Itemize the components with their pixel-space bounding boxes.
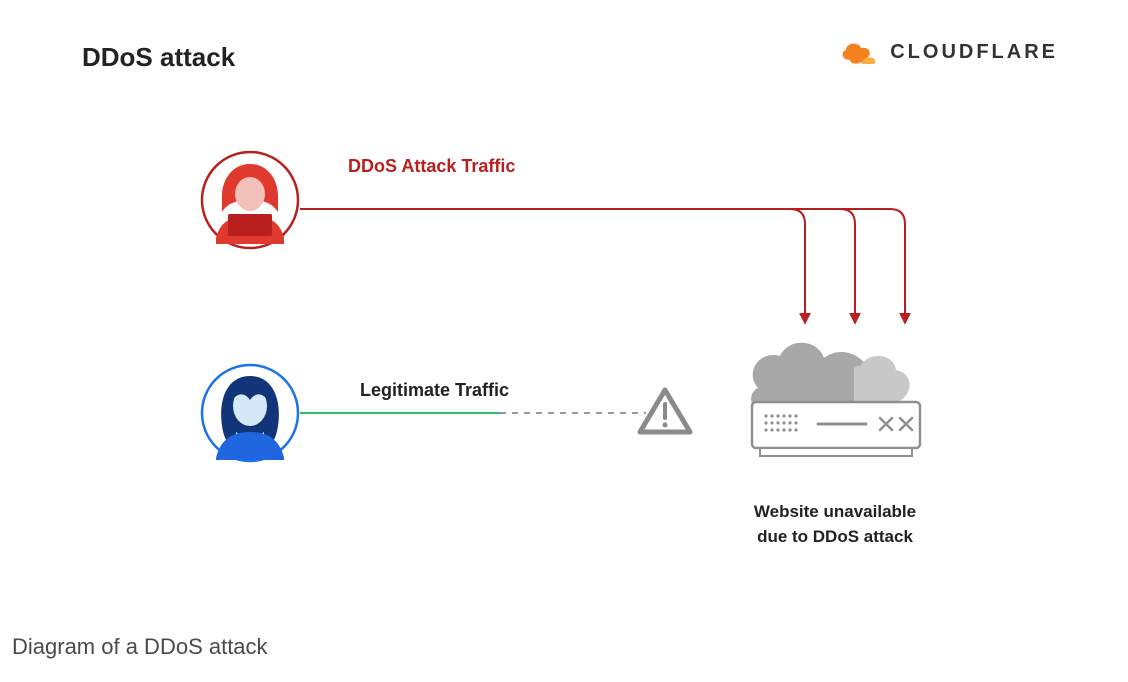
server-status-line2: due to DDoS attack — [757, 527, 913, 546]
warning-icon — [640, 390, 690, 432]
brand-name: CLOUDFLARE — [890, 41, 1058, 64]
figure-caption: Diagram of a DDoS attack — [12, 634, 268, 660]
brand-logo: CLOUDFLARE — [836, 38, 1058, 66]
user-node — [202, 365, 298, 461]
attack-traffic-edges — [300, 209, 905, 320]
diagram-title: DDoS attack — [82, 42, 235, 73]
attacker-node — [202, 152, 298, 248]
server-status-caption: Website unavailable due to DDoS attack — [705, 500, 965, 549]
legitimate-traffic-label: Legitimate Traffic — [360, 380, 509, 401]
cloudflare-cloud-icon — [836, 38, 880, 66]
diagram-canvas — [0, 0, 1128, 682]
server-status-line1: Website unavailable — [754, 502, 916, 521]
server-cloud-icon — [751, 343, 920, 456]
attack-traffic-label: DDoS Attack Traffic — [348, 156, 515, 177]
